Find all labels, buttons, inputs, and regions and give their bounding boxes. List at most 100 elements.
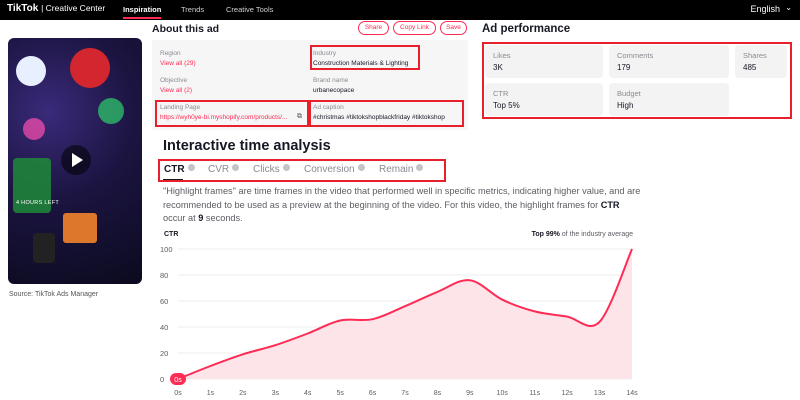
highlight-box-ad-caption — [309, 100, 464, 127]
snowman-decoration — [16, 56, 46, 86]
desc-seconds: 9 — [198, 213, 204, 223]
x-tick-label: 3s — [272, 390, 280, 397]
industry-value: Construction Materials & Lighting — [313, 60, 409, 67]
tab-cvr[interactable]: CVR — [208, 164, 240, 175]
nav-creative-tools[interactable]: Creative Tools — [226, 5, 274, 14]
budget-label: Budget — [617, 89, 641, 98]
landing-page-link[interactable]: https://wyh0ye-bi.myshopify.com/products… — [160, 114, 288, 121]
x-tick-label: 0s — [174, 390, 182, 397]
ctr-value: Top 5% — [493, 101, 520, 110]
start-time-badge-label: 0s — [174, 377, 182, 384]
y-tick-label: 0 — [160, 375, 164, 384]
ctr-series-line — [177, 248, 633, 380]
comments-card: Comments 179 — [609, 45, 729, 78]
fireplace — [63, 213, 97, 243]
x-tick-label: 5s — [336, 390, 344, 397]
info-icon[interactable] — [232, 164, 240, 171]
copy-icon[interactable]: ⧉ — [297, 113, 302, 120]
projector-device — [33, 233, 55, 263]
tiktok-creative-center-logo[interactable]: TikTok | Creative Center — [7, 3, 106, 14]
shares-card: Shares 485 — [735, 45, 787, 78]
objective-label: Objective — [160, 77, 188, 84]
x-tick-label: 9s — [466, 390, 474, 397]
highlight-frames-description: "Highlight frames" are time frames in th… — [163, 186, 641, 223]
top-navigation-bar: TikTok | Creative Center Inspiration Tre… — [0, 0, 800, 20]
ctr-area-chart[interactable]: 0 20 40 60 80 100 0s 1s 2s 3s 4s 5s 6s 7s 8s 9s 10s 11s 12… — [158, 240, 638, 400]
info-icon[interactable] — [416, 164, 424, 171]
source-note: Source: TikTok Ads Manager — [9, 291, 99, 298]
highlight-box-landing-page — [155, 100, 309, 127]
tab-clicks-label: Clicks — [253, 164, 280, 175]
y-tick-label: 60 — [160, 297, 168, 306]
likes-label: Likes — [493, 51, 511, 60]
y-tick-label: 20 — [160, 349, 168, 358]
objective-link[interactable]: View all (2) — [160, 87, 193, 94]
share-button[interactable]: Share — [358, 21, 389, 35]
logo-subtext: Creative Center — [45, 3, 106, 13]
tab-remain-label: Remain — [379, 164, 414, 175]
ctr-area-fill — [178, 249, 632, 379]
save-button[interactable]: Save — [440, 21, 467, 35]
x-tick-label: 10s — [497, 390, 509, 397]
x-tick-label: 8s — [434, 390, 442, 397]
ctr-label: CTR — [493, 89, 509, 98]
tab-conversion[interactable]: Conversion — [304, 164, 365, 175]
ad-caption-label: Ad caption — [313, 104, 344, 111]
y-tick-label: 40 — [160, 323, 168, 332]
desc-metric: CTR — [600, 199, 620, 210]
x-tick-label: 12s — [561, 390, 573, 397]
language-selector[interactable]: English — [750, 4, 780, 14]
tab-clicks[interactable]: Clicks — [253, 164, 290, 175]
x-tick-label: 1s — [207, 390, 215, 397]
chevron-down-icon[interactable]: ⌄ — [785, 3, 792, 12]
x-tick-label: 14s — [626, 390, 638, 397]
brand-value: urbanecopace — [313, 87, 355, 94]
interactive-time-analysis-title: Interactive time analysis — [163, 138, 331, 154]
industry-label: Industry — [313, 50, 337, 57]
x-tick-label: 2s — [239, 390, 247, 397]
y-tick-label: 100 — [160, 245, 173, 254]
info-icon[interactable] — [187, 164, 195, 171]
tab-ctr[interactable]: CTR — [164, 164, 195, 175]
x-tick-label: 7s — [401, 390, 409, 397]
nav-inspiration[interactable]: Inspiration — [123, 5, 162, 19]
play-icon[interactable] — [61, 145, 91, 175]
x-tick-label: 6s — [369, 390, 377, 397]
tab-cvr-label: CVR — [208, 164, 230, 175]
video-overlay-text: 4 HOURS LEFT — [16, 200, 60, 206]
region-link[interactable]: View all (29) — [160, 60, 196, 67]
industry-average-note: Top 99% of the industry average — [531, 231, 633, 238]
christmas-tree — [13, 158, 51, 213]
budget-value: High — [617, 101, 634, 110]
ctr-card: CTR Top 5% — [485, 83, 603, 116]
start-time-badge — [170, 373, 186, 385]
video-thumbnail[interactable]: 4 HOURS LEFT — [8, 38, 142, 284]
chart-metric-label: CTR — [164, 231, 179, 238]
highlight-box-performance — [482, 42, 792, 119]
about-title: About this ad — [152, 23, 220, 35]
landing-page-label: Landing Page — [160, 104, 201, 111]
region-label: Region — [160, 50, 181, 57]
ad-performance-title: Ad performance — [482, 23, 571, 35]
tab-remain[interactable]: Remain — [379, 164, 424, 175]
copy-link-button[interactable]: Copy Link — [393, 21, 436, 35]
likes-card: Likes 3K — [485, 45, 603, 78]
x-tick-label: 13s — [594, 390, 606, 397]
light-projection — [23, 118, 45, 140]
info-icon[interactable] — [282, 164, 290, 171]
shares-value: 485 — [743, 63, 757, 72]
industry-rank: Top 99% — [531, 231, 560, 238]
info-icon[interactable] — [357, 164, 365, 171]
x-tick-label: 4s — [304, 390, 312, 397]
ad-caption-value: #christmas #tiktokshopblackfriday #tikto… — [313, 114, 445, 121]
nav-trends[interactable]: Trends — [181, 5, 205, 14]
light-projection — [98, 98, 124, 124]
tab-conversion-label: Conversion — [304, 164, 355, 175]
comments-label: Comments — [617, 51, 654, 60]
highlight-box-tabs — [158, 159, 446, 182]
budget-card: Budget High — [609, 83, 729, 116]
highlight-box-industry — [310, 45, 420, 70]
y-tick-label: 80 — [160, 271, 168, 280]
shares-label: Shares — [743, 51, 767, 60]
tab-ctr-label: CTR — [164, 164, 185, 175]
